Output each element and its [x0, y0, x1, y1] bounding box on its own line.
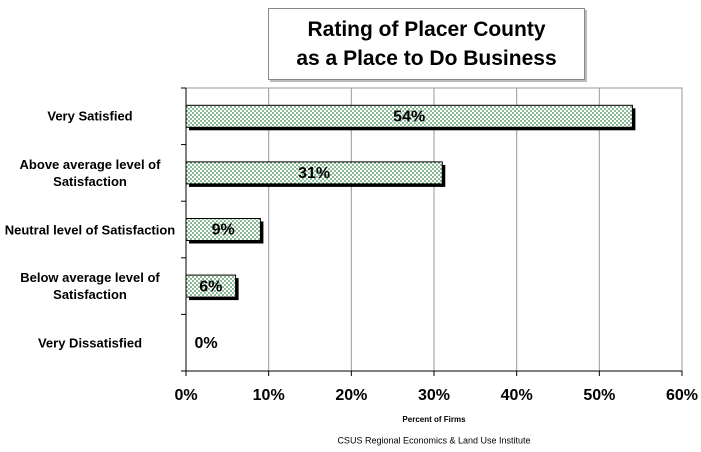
- x-axis-label: Percent of Firms: [402, 415, 466, 424]
- source: CSUS Regional Economics & Land Use Insti…: [337, 435, 530, 445]
- x-tick-label: 40%: [501, 387, 533, 404]
- bar: [185, 274, 237, 298]
- x-tick-label: 20%: [335, 387, 367, 404]
- bar: [185, 104, 633, 128]
- title-line: Rating of Placer County: [307, 18, 546, 41]
- x-tick-label: 30%: [418, 387, 450, 404]
- y-tick-label: Very Dissatisfied: [37, 335, 143, 351]
- y-tick-label: Below average level of Satisfaction: [20, 270, 160, 303]
- data-label: 54%: [393, 109, 425, 126]
- data-label: 6%: [199, 278, 222, 295]
- title-line: as a Place to Do Business: [296, 47, 557, 70]
- data-label: 0%: [194, 335, 217, 352]
- x-tick-label: 10%: [253, 387, 285, 404]
- y-tick-label: Above average level of Satisfaction: [19, 156, 161, 189]
- bar: [185, 218, 261, 241]
- x-tick-label: 60%: [666, 387, 698, 404]
- bar: [185, 161, 443, 185]
- data-label: 31%: [298, 165, 330, 182]
- x-tick-label: 50%: [583, 387, 615, 404]
- y-tick-label: Very Satisfied: [47, 108, 133, 124]
- y-tick-label: Neutral level of Satisfaction: [4, 222, 176, 237]
- x-tick-label: 0%: [174, 387, 197, 404]
- chart-title: Rating of Placer County as a Place to Do…: [268, 8, 585, 80]
- data-label: 9%: [212, 222, 235, 239]
